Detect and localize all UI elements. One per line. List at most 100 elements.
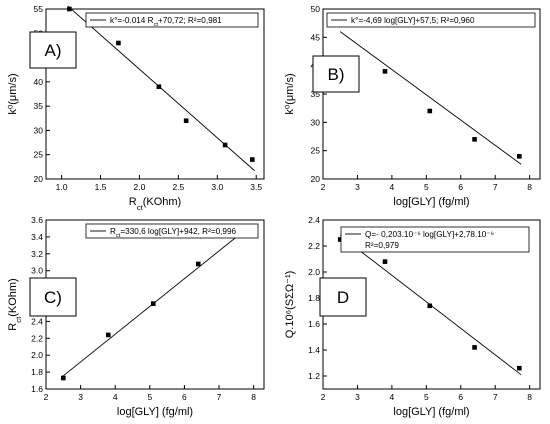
data-point (195, 261, 201, 267)
x-tick-label: 3.5 (250, 182, 262, 192)
data-point (67, 6, 72, 12)
x-tick-label: 4 (113, 392, 118, 402)
x-tick-label: 4 (390, 392, 395, 402)
x-axis-label: log[GLY] (fg/ml) (393, 406, 469, 418)
x-tick-label: 7 (493, 182, 498, 192)
y-tick-label: 20 (34, 174, 44, 184)
x-tick-label: 7 (217, 392, 222, 402)
y-tick-label: 55 (34, 4, 44, 14)
data-point (183, 118, 189, 124)
chart-panel-2: 234567820253035404550log[GLY] (fg/ml)k⁰(… (284, 4, 541, 208)
y-axis-label: Rct(KOhm) (7, 278, 23, 330)
chart-panel-4: 2 3 4 5 6 7 8 1.2 1.4 1.6 1.8 2.0 2.2 2.4 log[GLY] (fg… (284, 215, 541, 418)
y-tick-label: 2.2 (31, 333, 43, 343)
y-tick-label: 25 (34, 150, 44, 160)
x-tick-label: 2 (44, 392, 49, 402)
y-tick-label: 2.4 (308, 215, 320, 225)
chart-panel-3: 23456781.61.82.02.22.42.62.83.03.23.43.6… (7, 215, 265, 418)
panel-label: A) (45, 41, 62, 60)
y-tick-label: 2.0 (31, 350, 43, 360)
x-axis-label: log[GLY] (fg/ml) (117, 406, 193, 418)
panel-label-box (29, 31, 77, 69)
x-tick-label: 2.5 (172, 182, 184, 192)
data-point (337, 237, 343, 242)
y-tick-label: 1.8 (31, 367, 43, 377)
y-tick-label: 35 (311, 89, 321, 99)
x-tick-label: 2 (321, 392, 326, 402)
y-tick-label: 1.2 (308, 371, 320, 381)
x-tick-label: 4 (390, 182, 395, 192)
x-tick-label: 6 (458, 182, 463, 192)
legend-text: R²=0,979 (365, 241, 399, 250)
x-tick-label: 1.5 (95, 182, 107, 192)
x-tick-label: 8 (251, 392, 256, 402)
legend-text: Rct=330,6 log[GLY]+942, R²=0,996 (110, 227, 237, 239)
y-tick-label: 1.4 (308, 345, 320, 355)
legend-box (85, 223, 259, 239)
y-tick-label: 1.6 (31, 384, 43, 394)
x-tick-label: 6 (458, 392, 463, 402)
data-point (427, 108, 433, 114)
x-tick-label: 3 (78, 392, 83, 402)
legend-text: k°=-4,69 log[GLY]+57,5; R²=0,960 (351, 16, 475, 25)
x-tick-label: 8 (527, 392, 532, 402)
x-tick-label: 3.0 (211, 182, 223, 192)
y-tick-label: 3.0 (31, 266, 43, 276)
x-tick-label: 5 (424, 182, 429, 192)
y-tick-label: 30 (34, 125, 44, 135)
plot-frame (322, 8, 541, 180)
data-point (156, 84, 162, 90)
data-point (116, 40, 121, 46)
chart-panel-1: 1.01.52.02.53.03.52025303540455055Rct(KO… (7, 4, 265, 212)
x-tick-label: 1.0 (56, 182, 68, 192)
y-tick-label: 40 (34, 77, 44, 87)
panel-label-box (319, 277, 367, 317)
y-tick-label: 25 (311, 146, 321, 156)
data-point (250, 157, 255, 162)
y-tick-label: 20 (311, 174, 321, 184)
y-axis-label: Q.10⁶(SΣΩ⁻¹) (284, 271, 296, 339)
x-tick-label: 8 (527, 182, 532, 192)
x-axis-label: log[GLY] (fg/ml) (393, 196, 469, 208)
data-point (427, 303, 433, 309)
y-tick-label: 3.4 (31, 232, 43, 242)
legend-text: Q=- 0,203.10⁻⁶ log[GLY]+2,78.10⁻⁶ (365, 230, 494, 239)
y-axis-label: k⁰(μm/s) (284, 73, 296, 114)
y-tick-label: 2.2 (308, 241, 320, 251)
x-tick-label: 6 (182, 392, 187, 402)
data-point (517, 365, 522, 371)
y-tick-label: 1.6 (308, 319, 320, 329)
x-tick-label: 3 (355, 392, 360, 402)
data-point (61, 375, 66, 381)
y-tick-label: 35 (34, 101, 44, 111)
legend-box (326, 12, 536, 28)
x-tick-label: 2.0 (134, 182, 146, 192)
x-tick-label: 7 (493, 392, 498, 402)
data-point (472, 345, 477, 350)
data-point (517, 154, 522, 159)
y-tick-label: 50 (311, 4, 321, 14)
y-axis-label: k⁰(μm/s) (7, 73, 19, 114)
legend-box (85, 12, 259, 28)
fit-line (339, 31, 522, 165)
panel-label: C) (44, 288, 62, 307)
legend-box (340, 226, 530, 253)
x-tick-label: 3 (355, 182, 360, 192)
y-tick-label: 45 (311, 32, 321, 42)
panel-label: B) (328, 65, 345, 84)
plot-frame (45, 8, 265, 180)
y-tick-label: 2.0 (308, 267, 320, 277)
x-tick-label: 2 (321, 182, 326, 192)
data-point (382, 69, 388, 74)
panel-label-box (29, 277, 77, 317)
panel-label: D (337, 288, 349, 307)
data-point (382, 259, 388, 264)
x-tick-label: 5 (424, 392, 429, 402)
data-point (105, 332, 111, 338)
data-point (150, 301, 156, 306)
y-tick-label: 3.2 (31, 249, 43, 259)
data-point (222, 142, 228, 148)
data-point (472, 137, 477, 142)
x-tick-label: 5 (147, 392, 152, 402)
